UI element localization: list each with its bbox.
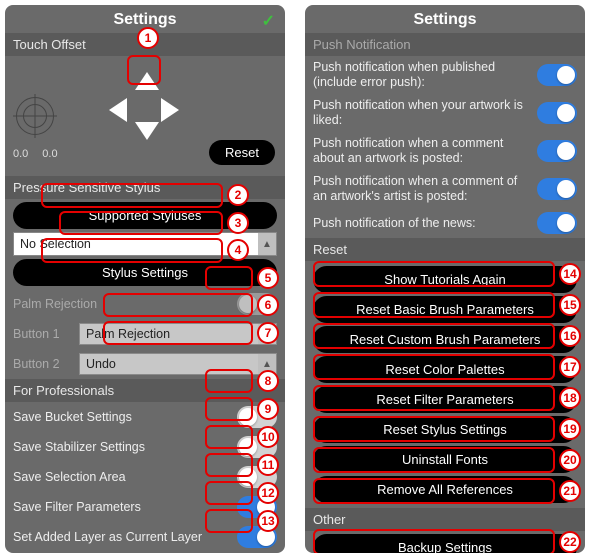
pro-row: Save Filter Parameters	[5, 492, 285, 522]
confirm-check-icon[interactable]: ✓	[262, 11, 275, 31]
reset-button[interactable]: Reset Basic Brush Parameters	[313, 296, 577, 323]
reset-button[interactable]: Reset Color Palettes	[313, 356, 577, 383]
push-row: Push notification when a comment of an a…	[305, 170, 585, 208]
pro-row: Set Added Layer as Current Layer	[5, 522, 285, 552]
row-palm-rejection: Palm Rejection	[5, 289, 285, 319]
reset-list: Show Tutorials Again Reset Basic Brush Pa…	[305, 261, 585, 508]
stylus-selection-dropdown[interactable]: No Selection ▲	[13, 232, 277, 256]
dpad	[101, 68, 189, 152]
palm-rejection-label: Palm Rejection	[13, 297, 231, 312]
section-pro: For Professionals	[5, 379, 285, 402]
backup-settings-button[interactable]: Backup Settings	[313, 534, 577, 553]
settings-panel-right: Settings Push Notification Push notifica…	[305, 5, 585, 553]
panel-title: Settings ✓	[5, 5, 285, 33]
stylus-settings-button[interactable]: Stylus Settings	[13, 259, 277, 286]
panel-body-left: Touch Offset 0.0 0.0 Reset Pressure Sens…	[5, 33, 285, 553]
pro-toggle[interactable]	[237, 406, 277, 428]
push-row: Push notification of the news:	[305, 208, 585, 238]
push-label: Push notification of the news:	[313, 216, 531, 231]
chevron-up-icon: ▲	[258, 324, 276, 344]
push-label: Push notification when a comment of an a…	[313, 174, 531, 204]
pro-row: Save Bucket Settings	[5, 402, 285, 432]
crosshair-icon	[13, 94, 57, 138]
panel-body-right: Push Notification Push notification when…	[305, 33, 585, 553]
arrow-left-icon[interactable]	[109, 98, 127, 122]
section-push: Push Notification	[305, 33, 585, 56]
reset-button[interactable]: Uninstall Fonts	[313, 446, 577, 473]
settings-panel-left: Settings ✓ Touch Offset 0.0 0.0 Reset Pr…	[5, 5, 285, 553]
push-toggle[interactable]	[537, 102, 577, 124]
reset-offset-button[interactable]: Reset	[209, 140, 275, 165]
touch-offset-area: 0.0 0.0 Reset	[5, 56, 285, 176]
push-row: Push notification when a comment about a…	[305, 132, 585, 170]
push-toggle[interactable]	[537, 178, 577, 200]
push-label: Push notification when your artwork is l…	[313, 98, 531, 128]
row-button1: Button 1 Palm Rejection ▲	[5, 319, 285, 349]
section-touch-offset: Touch Offset	[5, 33, 285, 56]
row-button2: Button 2 Undo ▲	[5, 349, 285, 379]
reset-button[interactable]: Remove All References	[313, 476, 577, 503]
push-toggle[interactable]	[537, 140, 577, 162]
pro-label: Save Bucket Settings	[13, 410, 231, 425]
offset-y: 0.0	[42, 148, 57, 160]
pro-row: Brush Thickness Depends on Canvas	[5, 552, 285, 553]
offset-x: 0.0	[13, 148, 28, 160]
supported-styluses-button[interactable]: Supported Styluses	[13, 202, 277, 229]
pro-row: Save Selection Area	[5, 462, 285, 492]
reset-button[interactable]: Show Tutorials Again	[313, 266, 577, 293]
push-toggle[interactable]	[537, 212, 577, 234]
pro-label: Save Stabilizer Settings	[13, 440, 231, 455]
push-label: Push notification when a comment about a…	[313, 136, 531, 166]
arrow-right-icon[interactable]	[161, 98, 179, 122]
offset-coords: 0.0 0.0	[13, 148, 58, 160]
section-stylus: Pressure Sensitive Stylus	[5, 176, 285, 199]
stylus-selection-value: No Selection	[20, 237, 91, 251]
push-label: Push notification when published (includ…	[313, 60, 531, 90]
button2-dropdown[interactable]: Undo ▲	[79, 353, 277, 375]
push-toggle[interactable]	[537, 64, 577, 86]
button2-label: Button 2	[13, 357, 73, 372]
chevron-up-icon: ▲	[258, 233, 276, 255]
button2-value: Undo	[86, 357, 116, 371]
title-text: Settings	[113, 11, 176, 28]
pro-list: Save Bucket Settings Save Stabilizer Sett…	[5, 402, 285, 553]
arrow-down-icon[interactable]	[135, 122, 159, 140]
button1-label: Button 1	[13, 327, 73, 342]
pro-toggle[interactable]	[237, 466, 277, 488]
push-list: Push notification when published (includ…	[305, 56, 585, 238]
pro-toggle[interactable]	[237, 526, 277, 548]
section-reset: Reset	[305, 238, 585, 261]
pro-toggle[interactable]	[237, 496, 277, 518]
reset-button[interactable]: Reset Custom Brush Parameters	[313, 326, 577, 353]
push-row: Push notification when your artwork is l…	[305, 94, 585, 132]
button1-value: Palm Rejection	[86, 327, 170, 341]
reset-button[interactable]: Reset Stylus Settings	[313, 416, 577, 443]
pro-label: Save Selection Area	[13, 470, 231, 485]
pro-label: Save Filter Parameters	[13, 500, 231, 515]
push-row: Push notification when published (includ…	[305, 56, 585, 94]
pro-label: Set Added Layer as Current Layer	[13, 530, 231, 545]
panel-title: Settings	[305, 5, 585, 33]
reset-button[interactable]: Reset Filter Parameters	[313, 386, 577, 413]
button1-dropdown[interactable]: Palm Rejection ▲	[79, 323, 277, 345]
title-text: Settings	[413, 11, 476, 28]
section-other: Other	[305, 508, 585, 531]
palm-rejection-toggle[interactable]	[237, 293, 277, 315]
chevron-up-icon: ▲	[258, 354, 276, 374]
pro-row: Save Stabilizer Settings	[5, 432, 285, 462]
pro-toggle[interactable]	[237, 436, 277, 458]
arrow-up-icon[interactable]	[135, 72, 159, 90]
